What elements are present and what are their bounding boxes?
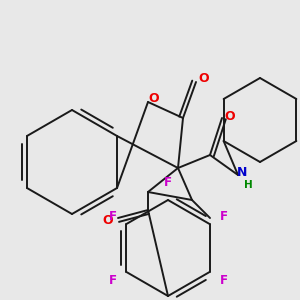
Text: O: O	[199, 71, 209, 85]
Text: F: F	[220, 274, 228, 286]
Text: H: H	[244, 180, 252, 190]
Text: F: F	[108, 274, 116, 286]
Text: O: O	[149, 92, 159, 104]
Text: F: F	[108, 209, 116, 223]
Text: F: F	[164, 176, 172, 188]
Text: O: O	[225, 110, 235, 122]
Text: F: F	[220, 209, 228, 223]
Text: N: N	[237, 167, 247, 179]
Text: O: O	[103, 214, 113, 226]
